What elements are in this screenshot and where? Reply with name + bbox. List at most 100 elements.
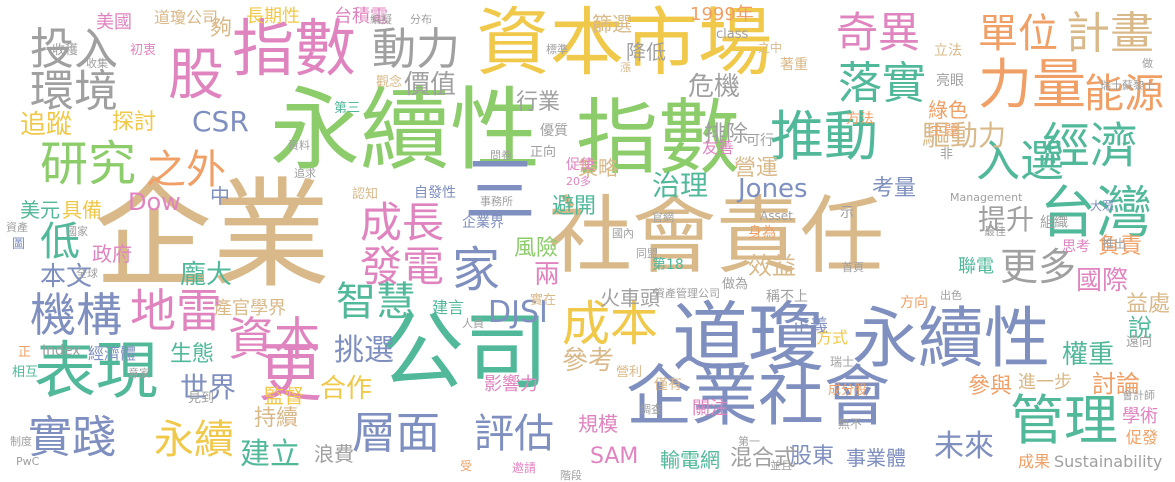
word-shehui-zeren: 社會責任 [548, 187, 885, 285]
word-yingyun: 營運 [734, 156, 779, 181]
word-shouyi2: 收集 [86, 57, 108, 70]
word-zichan: 資產 [6, 221, 28, 234]
word-paichu: 排除 [704, 122, 749, 147]
word-ershiduo: 20多 [566, 175, 591, 188]
word-yongxu: 永續 [154, 417, 234, 463]
word-renzhi: 認知 [352, 187, 379, 202]
word-disan: 第三 [334, 101, 361, 116]
word-cengmian: 層面 [352, 408, 440, 459]
word-jiazhi: 價值 [404, 70, 457, 100]
word-chudong: 初衷 [130, 43, 157, 58]
word-zhiyuan: 資產管理公司 [654, 287, 720, 300]
word-zuijia: 最佳 [984, 225, 1006, 238]
word-chengguo: 成果 [1018, 452, 1051, 471]
word-lifa: 立法 [934, 43, 962, 59]
word-ziyingli: 營利 [616, 365, 643, 380]
word-yichu: 益處 [1126, 292, 1171, 317]
word-zhizheng: 之中 [758, 41, 783, 55]
word-qiyi: 奇異 [836, 8, 921, 57]
word-liang: 兩 [534, 260, 561, 290]
word-youzhi: 優質 [540, 123, 568, 139]
word-danwei: 單位 [978, 11, 1058, 57]
word-jia: 家 [452, 242, 501, 298]
word-san: 三 [464, 148, 537, 232]
word-zuowei: 做為 [722, 277, 749, 292]
word-meiyuan: 美元 [20, 198, 60, 222]
word-xiang: 相互 [12, 365, 39, 380]
word-zhuizong: 追蹤 [20, 110, 73, 140]
word-jones: Jones [738, 174, 808, 204]
word-shenwei: 身為 [748, 225, 776, 241]
word-bikai: 避開 [552, 194, 597, 219]
word-guoji: 國際 [1076, 266, 1129, 296]
word-zhuti: 主題 [930, 123, 958, 139]
word-shijie: 世界 [180, 371, 237, 404]
word-shiyeti: 事業體 [846, 446, 906, 470]
word-taijidian: 台積電 [334, 6, 388, 27]
word-zuzhi: 組織 [1040, 215, 1068, 231]
word-bianji: 編擬 [370, 13, 392, 26]
word-guojia: 國家 [66, 225, 88, 238]
word-ziben-shichang: 資本市場 [476, 0, 772, 86]
word-diyi: 第一 [738, 435, 760, 448]
word-touru: 投入 [30, 24, 118, 75]
word-tu: 圖 [12, 237, 26, 252]
word-zheng: 正 [18, 345, 32, 360]
word-djsi: DJSI [488, 295, 548, 330]
word-ruishi: 瑞士 [830, 355, 855, 369]
word-guimo: 規模 [578, 412, 618, 436]
word-cankao: 參考 [562, 346, 615, 376]
word-langfei: 浪費 [314, 442, 354, 466]
word-shaixuan: 篩選 [592, 12, 632, 36]
word-jiangdi: 降低 [626, 40, 666, 64]
word-tuichu: 推出 [1102, 237, 1127, 251]
word-gengduo: 更多 [1000, 245, 1077, 289]
word-zhishu-2: 指數 [232, 12, 357, 85]
word-hezuo: 合作 [320, 374, 373, 404]
word-csr: CSR [192, 105, 249, 138]
word-yaoqing: 邀請 [512, 461, 537, 475]
word-shouyi3: 收穫 [52, 43, 79, 58]
word-chuse: 出色 [940, 289, 962, 302]
word-xueshu: 學術 [1122, 406, 1158, 427]
word-fangshi: 方式 [816, 328, 849, 347]
word-quanqiu: 全球 [76, 267, 98, 280]
word-zhong: 中 [210, 184, 230, 208]
word-shudianwang: 輸電網 [660, 448, 720, 472]
word-xiaoyi: 效益 [748, 252, 796, 280]
word-tantao: 探討 [112, 110, 157, 135]
word-yijia: 意家 [128, 367, 150, 380]
word-liliang: 力量 [978, 53, 1086, 116]
word-jingjiti: 經濟體 [88, 344, 137, 363]
word-guanli: 管理 [1010, 389, 1118, 452]
word-zhiwai: 之外 [146, 147, 226, 193]
word-qiyejie: 企業界 [462, 215, 504, 231]
word-shi: 示 [840, 205, 854, 221]
word-taiwan: 台灣 [1040, 181, 1152, 246]
word-lianchan: 聯電 [958, 256, 994, 277]
word-shuo: 說 [1128, 314, 1152, 342]
word-huanjing: 環境 [30, 66, 118, 117]
word-jianli: 建立 [240, 437, 300, 472]
word-sustainability: Sustainability [1054, 452, 1163, 471]
word-management: Management [950, 191, 1023, 204]
word-youshan: 友善 [702, 138, 735, 157]
word-chanxuanxuejie: 產官學界 [214, 298, 286, 319]
word-fangfa: 方法 [846, 111, 874, 127]
word-jieduan: 階段 [560, 469, 582, 482]
word-ruishi-sudeng: 瑞士蘇黎士 [1100, 79, 1155, 92]
word-dazhong: 大眾 [1090, 199, 1115, 213]
word-hunheshi: 混合式 [730, 446, 797, 471]
word-celue: 策略 [578, 156, 618, 180]
word-fenbu: 分布 [410, 13, 432, 26]
word-kaoliang: 考量 [872, 176, 917, 201]
word-guanwang: 官網 [652, 211, 674, 224]
word-zhihui: 智慧 [336, 279, 416, 325]
word-yongxuxing-2: 永續性 [852, 300, 1050, 377]
word-gu: 股 [168, 43, 224, 108]
word-fadian: 發電 [360, 242, 445, 291]
word-zhengyi: 正義 [792, 316, 828, 337]
word-yuan: 遠向 [1126, 335, 1153, 350]
word-chengzhang: 成長 [360, 198, 445, 247]
